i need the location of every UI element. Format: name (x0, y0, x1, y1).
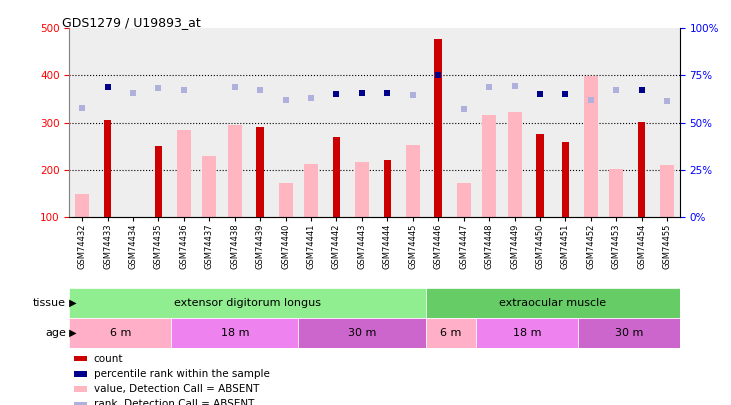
Bar (406, 145, 420, 217)
Text: 18 m: 18 m (221, 328, 249, 338)
Bar (202, 156, 216, 217)
Bar (104, 120, 111, 217)
Bar (74, 371, 87, 377)
Text: extensor digitorum longus: extensor digitorum longus (174, 298, 321, 308)
Bar (434, 39, 442, 217)
Text: 18 m: 18 m (513, 328, 542, 338)
Bar (257, 127, 264, 217)
Bar (660, 165, 674, 217)
Bar (74, 402, 87, 405)
Text: rank, Detection Call = ABSENT: rank, Detection Call = ABSENT (94, 399, 254, 405)
Text: age: age (45, 328, 66, 338)
Bar (477, 318, 578, 348)
Text: tissue: tissue (33, 298, 66, 308)
Bar (69, 318, 171, 348)
Bar (584, 76, 598, 217)
Bar (457, 183, 471, 217)
Bar (177, 130, 191, 217)
Bar (425, 288, 680, 318)
Text: 30 m: 30 m (348, 328, 376, 338)
Bar (155, 146, 162, 217)
Bar (355, 162, 369, 217)
Bar (425, 318, 477, 348)
Bar (228, 125, 242, 217)
Bar (74, 386, 87, 392)
Bar (74, 356, 87, 361)
Bar (561, 142, 569, 217)
Bar (333, 136, 341, 217)
Text: count: count (94, 354, 123, 364)
Bar (304, 164, 318, 217)
Text: 6 m: 6 m (440, 328, 461, 338)
Bar (279, 183, 292, 217)
Bar (298, 318, 425, 348)
Bar (171, 318, 298, 348)
Bar (482, 115, 496, 217)
Text: ▶: ▶ (66, 298, 77, 308)
Text: 30 m: 30 m (615, 328, 643, 338)
Bar (384, 160, 391, 217)
Bar (75, 194, 89, 217)
Text: 6 m: 6 m (110, 328, 131, 338)
Bar (578, 318, 680, 348)
Text: ▶: ▶ (66, 328, 77, 338)
Text: value, Detection Call = ABSENT: value, Detection Call = ABSENT (94, 384, 259, 394)
Bar (507, 112, 521, 217)
Bar (536, 134, 544, 217)
Text: percentile rank within the sample: percentile rank within the sample (94, 369, 270, 379)
Bar (609, 168, 624, 217)
Text: extraocular muscle: extraocular muscle (499, 298, 606, 308)
Text: GDS1279 / U19893_at: GDS1279 / U19893_at (62, 16, 201, 29)
Bar (69, 288, 425, 318)
Bar (638, 122, 645, 217)
